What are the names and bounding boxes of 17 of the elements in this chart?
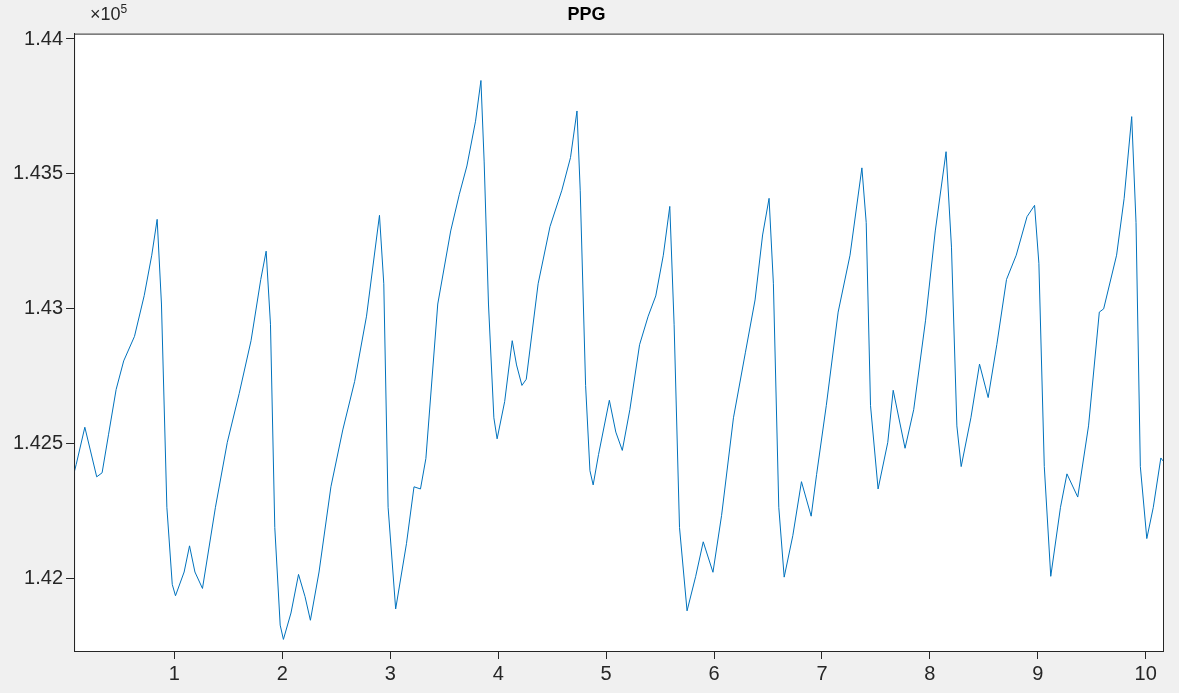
- y-tick-label: 1.42: [24, 565, 64, 588]
- y-tick-label: 1.44: [24, 26, 64, 49]
- y-tick-label: 1.43: [24, 296, 64, 319]
- y-tick-label: 1.435: [12, 161, 64, 184]
- x-tick-label: 2: [276, 661, 288, 684]
- x-tick-label: 10: [1134, 661, 1157, 684]
- x-tick-label: 7: [816, 661, 828, 684]
- x-tick-label: 4: [492, 661, 504, 684]
- x-tick-label: 9: [1032, 661, 1044, 684]
- x-tick-label: 3: [384, 661, 396, 684]
- y-tick-label: 1.425: [12, 430, 64, 453]
- x-tick-label: 6: [708, 661, 720, 684]
- text: ×10$^{5}$: [90, 2, 128, 25]
- x-tick-label: 8: [924, 661, 936, 684]
- chart-title: PPG: [567, 3, 606, 24]
- x-tick-label: 5: [600, 661, 612, 684]
- x-tick-label: 1: [168, 661, 180, 684]
